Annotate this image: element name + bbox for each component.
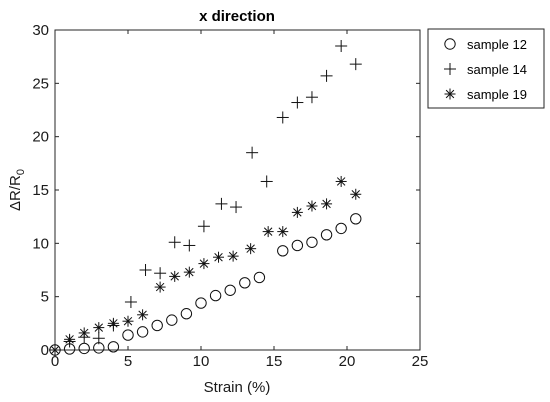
axis-ticks: 0 5 10 15 20 25 0 5 10 15 20 25 30 — [32, 22, 428, 370]
data-point — [93, 322, 105, 334]
data-point — [154, 267, 167, 280]
chart-title: x direction — [199, 8, 275, 25]
data-point — [262, 226, 274, 238]
data-point — [169, 270, 181, 282]
data-point — [209, 289, 222, 302]
data-point — [320, 69, 333, 82]
x-tick-label: 5 — [124, 353, 132, 370]
data-point — [107, 317, 119, 329]
legend: sample 12 sample 14 sample 19 — [427, 28, 545, 109]
data-point — [245, 243, 257, 255]
data-point — [107, 341, 120, 353]
legend-item: sample 14 — [444, 62, 527, 77]
data-point — [227, 250, 239, 262]
data-point — [64, 333, 76, 345]
data-point — [213, 251, 225, 263]
data-point — [277, 245, 289, 257]
data-point — [78, 327, 90, 339]
legend-label: sample 12 — [467, 37, 527, 52]
data-point — [260, 175, 273, 188]
legend-marker — [444, 88, 456, 100]
data-point — [139, 264, 152, 276]
data-marks — [49, 40, 362, 356]
data-point — [306, 236, 318, 248]
data-point — [137, 309, 149, 321]
x-tick-label: 20 — [339, 353, 356, 370]
data-point — [122, 329, 134, 341]
data-point — [321, 198, 333, 210]
data-point — [335, 175, 347, 187]
data-point — [335, 40, 348, 52]
data-point — [166, 314, 178, 326]
x-tick-label: 25 — [412, 353, 429, 370]
series-sample-19 — [49, 175, 362, 356]
data-point — [151, 319, 163, 332]
x-axis-label: Strain (%) — [204, 379, 271, 396]
legend-label: sample 19 — [467, 87, 527, 102]
data-point — [215, 197, 228, 210]
data-point — [183, 266, 195, 278]
data-point — [350, 188, 362, 200]
legend-marker — [444, 63, 456, 75]
data-point — [350, 213, 362, 225]
data-point — [291, 239, 304, 252]
data-point — [277, 226, 289, 238]
y-tick-label: 25 — [32, 75, 49, 92]
x-tick-label: 0 — [51, 353, 59, 370]
data-point — [198, 258, 210, 270]
data-point — [349, 58, 362, 71]
x-tick-label: 10 — [193, 353, 210, 370]
data-point — [276, 111, 289, 124]
data-point — [180, 308, 193, 320]
data-point — [320, 229, 333, 241]
y-tick-label: 10 — [32, 235, 49, 252]
legend-item: sample 12 — [444, 37, 527, 52]
data-point — [168, 236, 181, 249]
y-tick-label: 0 — [41, 342, 49, 359]
data-point — [124, 296, 137, 308]
data-point — [197, 220, 210, 233]
y-tick-label: 15 — [32, 182, 49, 199]
y-tick-label: 30 — [32, 22, 49, 39]
data-point — [291, 96, 304, 109]
data-point — [291, 206, 303, 218]
data-point — [230, 201, 243, 214]
y-tick-label: 20 — [32, 129, 49, 146]
y-tick-label: 5 — [41, 289, 49, 306]
legend-label: sample 14 — [467, 62, 527, 77]
y-axis-label-main: ΔR/R — [7, 175, 24, 211]
data-point — [305, 91, 318, 104]
data-point — [154, 281, 166, 293]
data-point — [239, 277, 251, 289]
data-point — [122, 315, 134, 327]
data-point — [183, 239, 196, 252]
y-axis-label: ΔR/R0 — [7, 169, 27, 211]
data-point — [306, 200, 318, 212]
data-point — [136, 326, 149, 338]
legend-marker — [444, 38, 456, 50]
data-point — [92, 332, 105, 345]
series-sample-12 — [49, 213, 362, 356]
x-tick-label: 15 — [266, 353, 283, 370]
legend-items: sample 12 sample 14 sample 19 — [444, 37, 527, 102]
data-point — [335, 222, 347, 235]
data-point — [246, 146, 259, 159]
plot-area — [54, 29, 421, 351]
data-point — [253, 271, 266, 284]
legend-item: sample 19 — [444, 87, 527, 102]
y-axis-label-subscript: 0 — [15, 169, 27, 175]
data-point — [224, 284, 236, 296]
data-point — [195, 297, 207, 309]
